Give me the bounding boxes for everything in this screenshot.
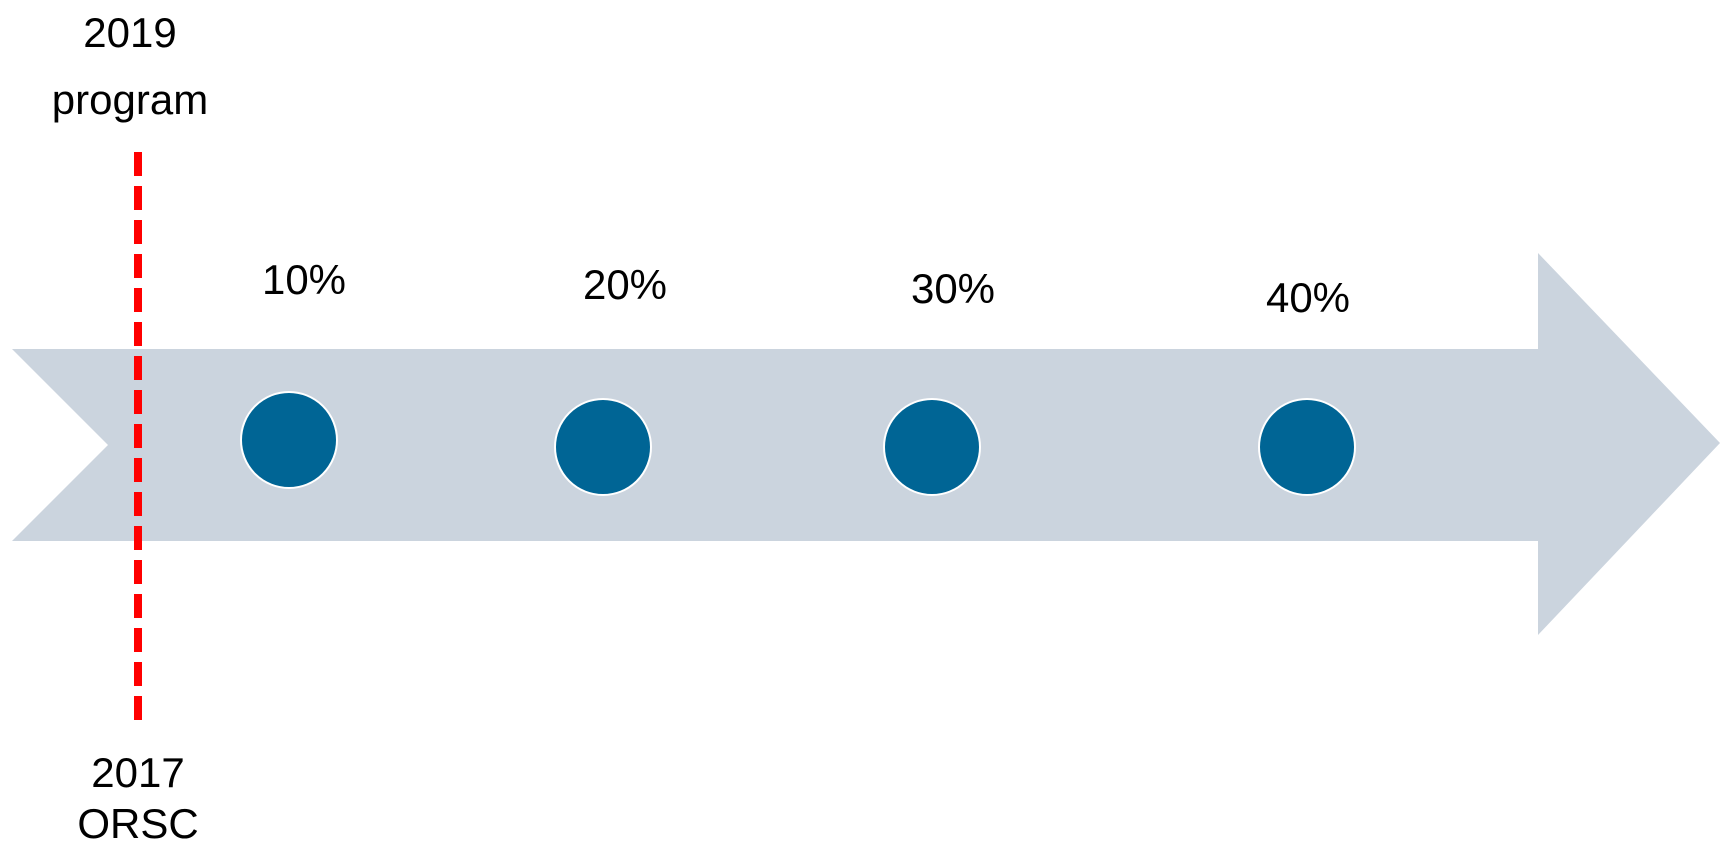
bottom-marker-caption: ORSC (77, 800, 198, 847)
milestone-dots (240, 391, 1356, 496)
top-marker-year: 2019 (83, 9, 176, 56)
milestone-label-2: 20% (583, 261, 667, 308)
timeline-arrow (12, 253, 1720, 635)
milestone-dot-3 (883, 398, 981, 496)
milestone-label-3: 30% (911, 265, 995, 312)
milestone-label-1: 10% (262, 256, 346, 303)
bottom-marker-label: 2017 ORSC (77, 749, 198, 847)
milestone-dot-1 (240, 391, 338, 489)
milestone-label-4: 40% (1266, 274, 1350, 321)
bottom-marker-year: 2017 (91, 749, 184, 796)
top-marker-label: 2019 program (52, 9, 208, 123)
milestone-labels: 10% 20% 30% 40% (262, 256, 1350, 321)
milestone-dot-4 (1258, 398, 1356, 496)
milestone-dot-2 (554, 398, 652, 496)
top-marker-caption: program (52, 76, 208, 123)
